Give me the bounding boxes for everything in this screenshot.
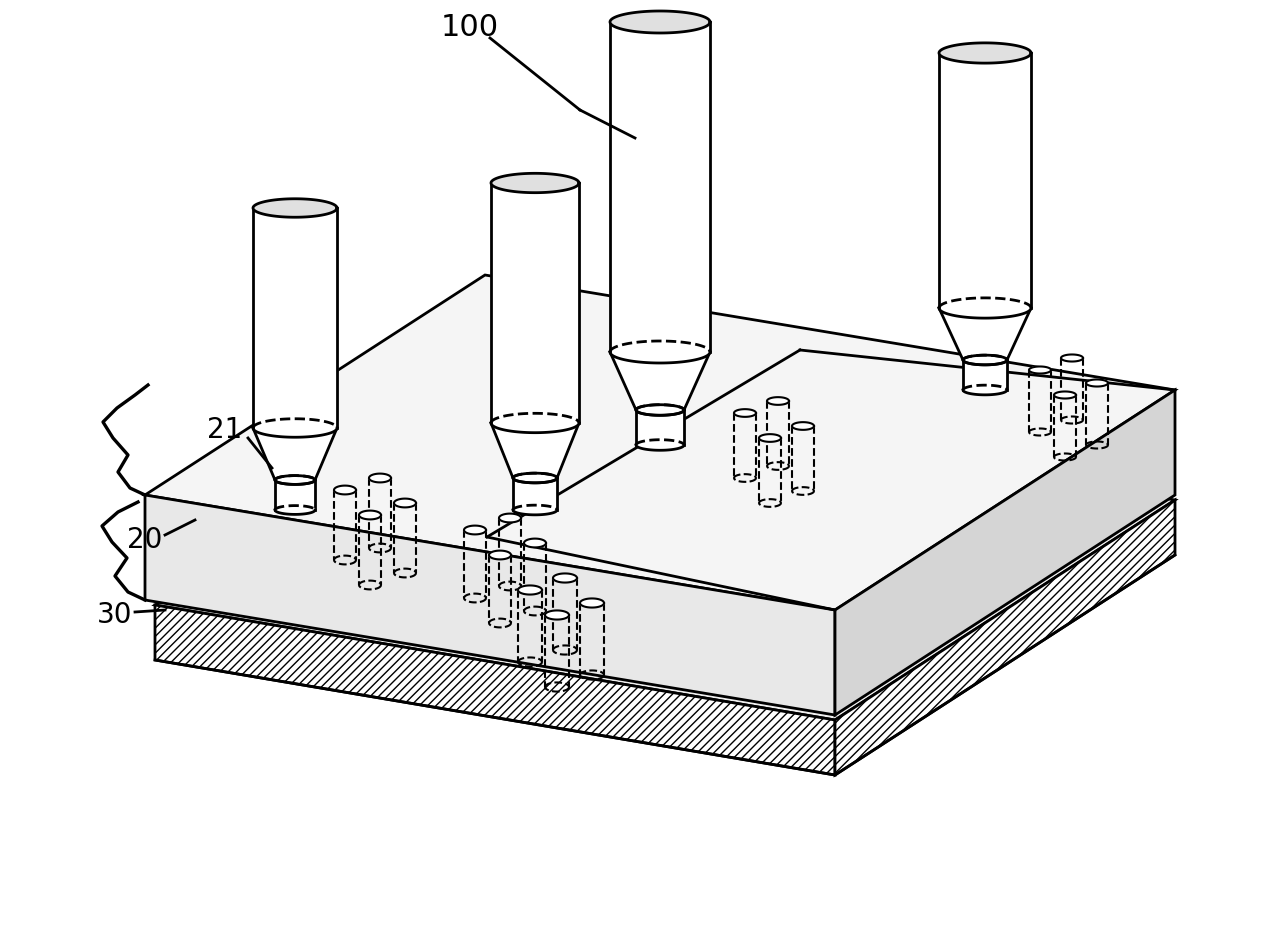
Polygon shape [610, 22, 710, 352]
Polygon shape [939, 53, 1031, 308]
Polygon shape [636, 405, 685, 416]
Polygon shape [491, 183, 579, 423]
Polygon shape [610, 11, 710, 33]
Polygon shape [636, 410, 685, 445]
Polygon shape [734, 409, 756, 417]
Polygon shape [334, 485, 356, 495]
Polygon shape [834, 500, 1175, 775]
Polygon shape [552, 574, 577, 582]
Polygon shape [1060, 354, 1083, 362]
Polygon shape [1054, 392, 1076, 399]
Polygon shape [276, 480, 315, 510]
Polygon shape [370, 473, 391, 483]
Polygon shape [276, 475, 315, 485]
Polygon shape [489, 551, 511, 560]
Polygon shape [580, 598, 605, 607]
Polygon shape [792, 422, 814, 430]
Polygon shape [491, 413, 579, 432]
Polygon shape [963, 355, 1007, 365]
Polygon shape [513, 473, 558, 483]
Polygon shape [155, 605, 834, 775]
Polygon shape [513, 478, 558, 510]
Polygon shape [145, 275, 1175, 610]
Polygon shape [963, 360, 1007, 390]
Polygon shape [276, 506, 315, 514]
Text: 21: 21 [207, 416, 243, 444]
Polygon shape [145, 495, 834, 715]
Polygon shape [525, 538, 546, 548]
Polygon shape [610, 341, 710, 363]
Polygon shape [253, 199, 337, 218]
Polygon shape [1086, 379, 1107, 387]
Polygon shape [491, 173, 579, 193]
Polygon shape [834, 390, 1175, 715]
Polygon shape [253, 418, 337, 437]
Polygon shape [939, 43, 1031, 63]
Polygon shape [464, 525, 486, 535]
Polygon shape [155, 385, 1175, 720]
Polygon shape [939, 308, 1031, 360]
Polygon shape [253, 208, 337, 428]
Text: 20: 20 [127, 526, 163, 554]
Polygon shape [491, 423, 579, 478]
Polygon shape [939, 298, 1031, 318]
Polygon shape [759, 434, 781, 442]
Polygon shape [767, 397, 789, 405]
Polygon shape [610, 352, 710, 410]
Polygon shape [963, 385, 1007, 395]
Polygon shape [499, 513, 521, 523]
Polygon shape [636, 440, 685, 450]
Polygon shape [394, 498, 417, 508]
Polygon shape [253, 428, 337, 480]
Polygon shape [513, 505, 558, 515]
Text: 30: 30 [98, 601, 133, 629]
Text: 100: 100 [441, 14, 499, 43]
Polygon shape [545, 610, 569, 619]
Polygon shape [359, 511, 381, 519]
Polygon shape [1029, 366, 1052, 374]
Polygon shape [518, 586, 542, 594]
